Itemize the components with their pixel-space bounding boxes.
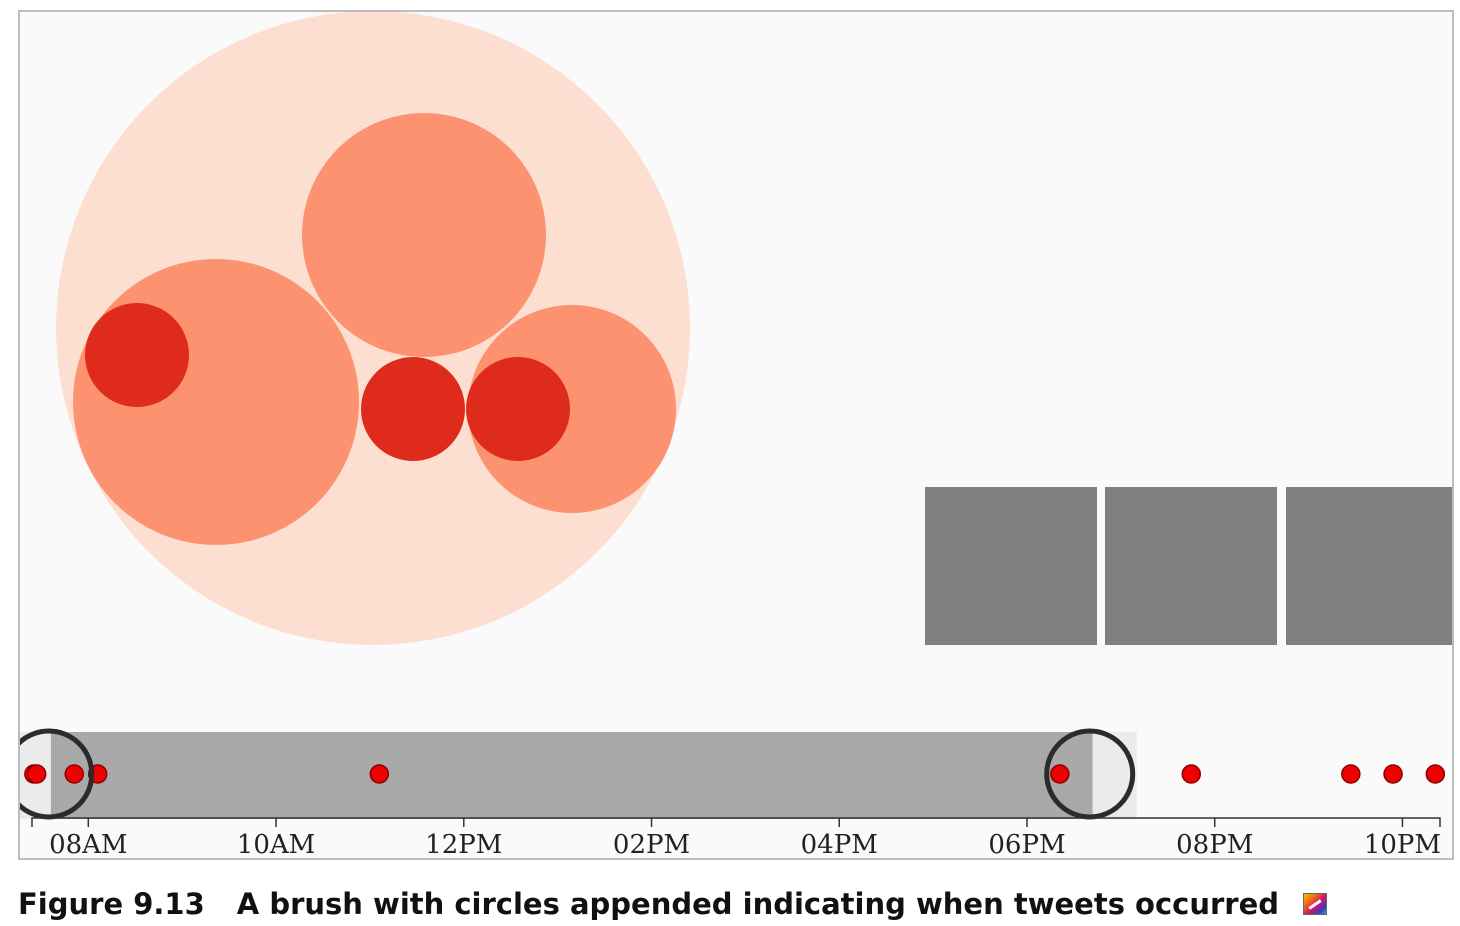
tweet-dot	[1425, 764, 1446, 784]
bar-group	[925, 487, 1452, 645]
figure-number: Figure 9.13	[18, 887, 205, 921]
axis-tick-label: 04PM	[801, 830, 878, 860]
brush-handle-left-ring[interactable]	[20, 728, 95, 820]
axis-tick-label: 06PM	[988, 830, 1065, 860]
brush-handle-right-ring[interactable]	[1044, 728, 1136, 820]
axis-tick-label: 08AM	[49, 830, 127, 860]
brush-handle-right[interactable]	[1092, 732, 1137, 819]
figure-caption: Figure 9.13 A brush with circles appende…	[18, 884, 1328, 924]
figure-frame: 08AM 10AM 12PM 02PM 04PM 06PM 08PM 10PM	[18, 10, 1454, 860]
gray-bar	[1286, 487, 1452, 645]
pack-group-circle	[468, 305, 676, 513]
figure-caption-text: A brush with circles appended indicating…	[236, 887, 1280, 921]
tweet-dot	[1341, 764, 1361, 784]
pack-leaf-circle	[466, 357, 570, 461]
axis-tick-label: 12PM	[425, 830, 502, 860]
tweet-dots	[24, 764, 1446, 784]
brush[interactable]	[20, 732, 1137, 819]
circle-pack	[56, 12, 690, 645]
pack-leaf-circle	[361, 357, 465, 461]
tweet-dot	[26, 764, 47, 784]
tweet-dot	[1050, 764, 1070, 784]
gray-bar	[1105, 487, 1277, 645]
tweet-dot	[1181, 764, 1202, 784]
time-axis: 08AM 10AM 12PM 02PM 04PM 06PM 08PM 10PM	[31, 817, 1441, 860]
tweet-dot	[369, 764, 390, 784]
tweet-dot	[1383, 764, 1403, 784]
brush-visualization[interactable]: 08AM 10AM 12PM 02PM 04PM 06PM 08PM 10PM	[20, 12, 1454, 860]
brush-handles[interactable]	[20, 728, 1136, 820]
brush-extent[interactable]	[50, 732, 1093, 819]
axis-tick-label: 10AM	[237, 830, 315, 860]
gray-bar	[925, 487, 1097, 645]
axis-tick-label: 08PM	[1176, 830, 1253, 860]
color-figure-icon	[1303, 893, 1328, 915]
axis-domain-line	[31, 817, 1441, 827]
tweet-dot	[64, 764, 84, 784]
axis-tick-label: 10PM	[1364, 830, 1441, 860]
pack-group-circle	[302, 113, 546, 357]
pack-leaf-circle	[85, 303, 189, 407]
axis-tick-label: 02PM	[613, 830, 690, 860]
